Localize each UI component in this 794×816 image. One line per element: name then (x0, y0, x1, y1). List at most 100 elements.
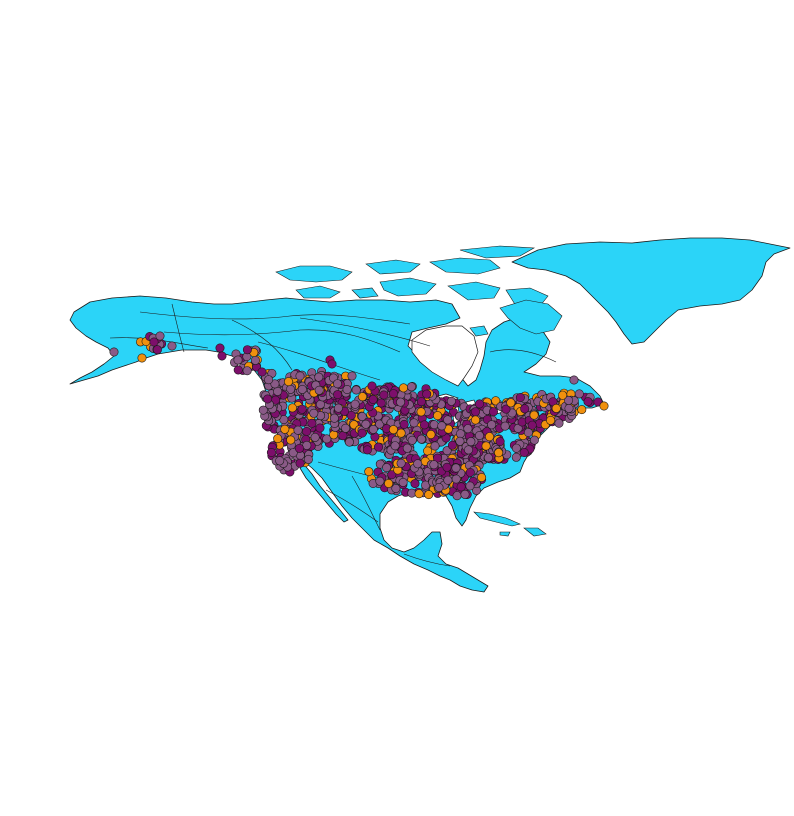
occurrence-point (455, 436, 465, 446)
occurrence-point (390, 441, 400, 451)
occurrence-point (520, 404, 530, 414)
occurrence-point (569, 375, 579, 385)
occurrence-point (280, 424, 290, 434)
occurrence-point (283, 377, 293, 387)
occurrence-point (558, 390, 568, 400)
occurrence-point (275, 456, 285, 466)
occurrence-point (391, 483, 401, 493)
occurrence-point (396, 397, 406, 407)
occurrence-points (109, 331, 609, 501)
occurrence-point (452, 491, 462, 501)
occurrence-point (519, 447, 529, 457)
occurrence-point (470, 407, 480, 417)
occurrence-point (484, 432, 494, 442)
occurrence-point (460, 489, 470, 499)
occurrence-point (375, 476, 385, 486)
greenland-landmass (511, 237, 791, 345)
occurrence-point (250, 355, 260, 365)
occurrence-point (396, 458, 406, 468)
occurrence-point (416, 397, 426, 407)
occurrence-point (443, 475, 453, 485)
occurrence-point (506, 398, 516, 408)
occurrence-point (463, 445, 473, 455)
occurrence-point (422, 389, 432, 399)
occurrence-point (351, 385, 361, 395)
occurrence-point (466, 437, 476, 447)
occurrence-point (364, 467, 374, 477)
occurrence-point (554, 418, 564, 428)
occurrence-point (263, 394, 273, 404)
occurrence-point (470, 415, 480, 425)
border-line (231, 319, 293, 371)
occurrence-point (332, 379, 342, 389)
occurrence-point (398, 477, 408, 487)
occurrence-point (529, 435, 539, 445)
occurrence-point (152, 345, 162, 355)
occurrence-point (357, 428, 367, 438)
occurrence-point (295, 371, 305, 381)
hispaniola-island (523, 527, 547, 537)
occurrence-point (307, 418, 317, 428)
border-line (403, 553, 451, 567)
occurrence-point (407, 435, 417, 445)
occurrence-point (465, 481, 475, 491)
occurrence-point (273, 434, 283, 444)
occurrence-point (109, 347, 119, 357)
occurrence-point (396, 428, 406, 438)
occurrence-point (443, 415, 453, 425)
occurrence-point (551, 403, 561, 413)
arctic-island (351, 287, 379, 299)
occurrence-point (515, 392, 525, 402)
occurrence-point (294, 443, 304, 453)
occurrence-point (233, 365, 243, 375)
border-line (139, 311, 411, 325)
occurrence-point (513, 423, 523, 433)
occurrence-point (315, 399, 325, 409)
occurrence-point (451, 474, 461, 484)
baffin-island (499, 299, 563, 335)
jamaica-island (499, 531, 511, 537)
occurrence-point (384, 478, 394, 488)
occurrence-point (286, 435, 296, 445)
occurrence-point (361, 419, 371, 429)
occurrence-point (477, 472, 487, 482)
occurrence-point (429, 460, 439, 470)
occurrence-point (309, 408, 319, 418)
occurrence-point (564, 395, 574, 405)
occurrence-point (433, 411, 443, 421)
occurrence-point (495, 436, 505, 446)
occurrence-point (297, 404, 307, 414)
occurrence-point (155, 331, 165, 341)
occurrence-point (487, 420, 497, 430)
hudson-bay (411, 325, 479, 387)
occurrence-point (447, 440, 457, 450)
occurrence-point (437, 421, 447, 431)
occurrence-point (416, 434, 426, 444)
occurrence-point (501, 404, 511, 414)
occurrence-point (414, 489, 424, 499)
occurrence-point (333, 403, 343, 413)
occurrence-point (373, 442, 383, 452)
occurrence-point (474, 430, 484, 440)
arctic-island (275, 265, 353, 283)
occurrence-point (451, 463, 461, 473)
occurrence-point (357, 392, 367, 402)
occurrence-point (314, 372, 324, 382)
occurrence-point (500, 421, 510, 431)
occurrence-point (215, 343, 225, 353)
occurrence-point (483, 453, 493, 463)
occurrence-point (399, 419, 409, 429)
occurrence-point (529, 410, 539, 420)
occurrence-point (442, 446, 452, 456)
occurrence-point (367, 381, 377, 391)
occurrence-point (287, 403, 297, 413)
occurrence-point (376, 398, 386, 408)
occurrence-point (387, 470, 397, 480)
hudson-island (469, 325, 489, 337)
occurrence-point (599, 401, 609, 411)
arctic-island (295, 285, 341, 299)
occurrence-point (488, 407, 498, 417)
border-line (325, 489, 379, 523)
occurrence-point (442, 462, 452, 472)
